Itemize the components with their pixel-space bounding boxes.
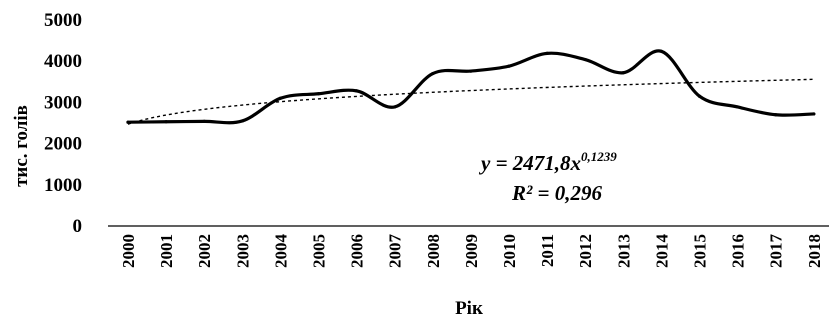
- x-tick-label: 2012: [576, 234, 595, 268]
- x-tick-label: 2007: [386, 234, 405, 269]
- series-point: [659, 49, 664, 53]
- series-point: [240, 119, 244, 123]
- x-tick-label: 2008: [424, 234, 443, 268]
- series-point: [583, 57, 587, 62]
- x-tick-label: 2013: [614, 234, 633, 268]
- x-axis-ticks: 2000 2001 2002 2003 2004 2005 2006 2007 2008 2009…: [119, 234, 824, 269]
- x-tick-label: 2014: [652, 234, 671, 269]
- series-point: [774, 113, 778, 117]
- series-point: [278, 96, 282, 100]
- series-point: [469, 69, 473, 73]
- series-point: [164, 120, 168, 124]
- y-tick-label: 2000: [44, 134, 82, 155]
- equation-exponent: 0,1239: [581, 149, 617, 164]
- series-point: [126, 120, 130, 124]
- x-axis-title: Рік: [455, 298, 483, 319]
- y-tick-label: 4000: [44, 51, 82, 72]
- y-tick-label: 1000: [44, 175, 82, 196]
- y-axis-title: тис. голів: [11, 105, 32, 187]
- x-tick-label: 2016: [729, 234, 748, 268]
- series-point: [812, 112, 816, 116]
- series-point: [393, 105, 397, 109]
- x-tick-label: 2018: [805, 234, 824, 268]
- series-point: [202, 119, 206, 123]
- equation-annotation: y = 2471,8x0,1239: [478, 149, 617, 175]
- series-point: [316, 92, 321, 96]
- x-tick-label: 2005: [310, 234, 329, 268]
- y-tick-label: 3000: [44, 92, 82, 113]
- equation-main: y = 2471,8x: [478, 151, 581, 175]
- x-tick-label: 2003: [233, 234, 252, 268]
- x-tick-label: 2009: [462, 234, 481, 268]
- y-tick-label: 5000: [44, 10, 82, 31]
- x-tick-label: 2011: [538, 234, 557, 267]
- trend-line: [127, 78, 814, 125]
- x-tick-label: 2002: [195, 234, 214, 268]
- x-tick-label: 2017: [767, 234, 786, 269]
- x-tick-label: 2006: [348, 234, 367, 268]
- series-point: [431, 71, 435, 76]
- x-tick-label: 2015: [691, 234, 710, 268]
- series-point: [355, 89, 359, 93]
- x-tick-label: 2010: [500, 234, 519, 268]
- series-point: [697, 94, 702, 98]
- r-squared-annotation: R² = 0,296: [511, 181, 603, 205]
- series-line: [126, 49, 816, 125]
- series-point: [545, 51, 549, 55]
- x-tick-label: 2004: [271, 234, 290, 269]
- series-point: [621, 71, 625, 75]
- y-tick-label: 0: [73, 216, 83, 237]
- y-axis-ticks: 0 1000 2000 3000 4000 5000: [44, 10, 82, 237]
- x-tick-label: 2001: [157, 234, 176, 268]
- series-point: [507, 64, 511, 68]
- series-point: [736, 105, 740, 109]
- series-points: [126, 49, 816, 124]
- x-tick-label: 2000: [119, 234, 138, 268]
